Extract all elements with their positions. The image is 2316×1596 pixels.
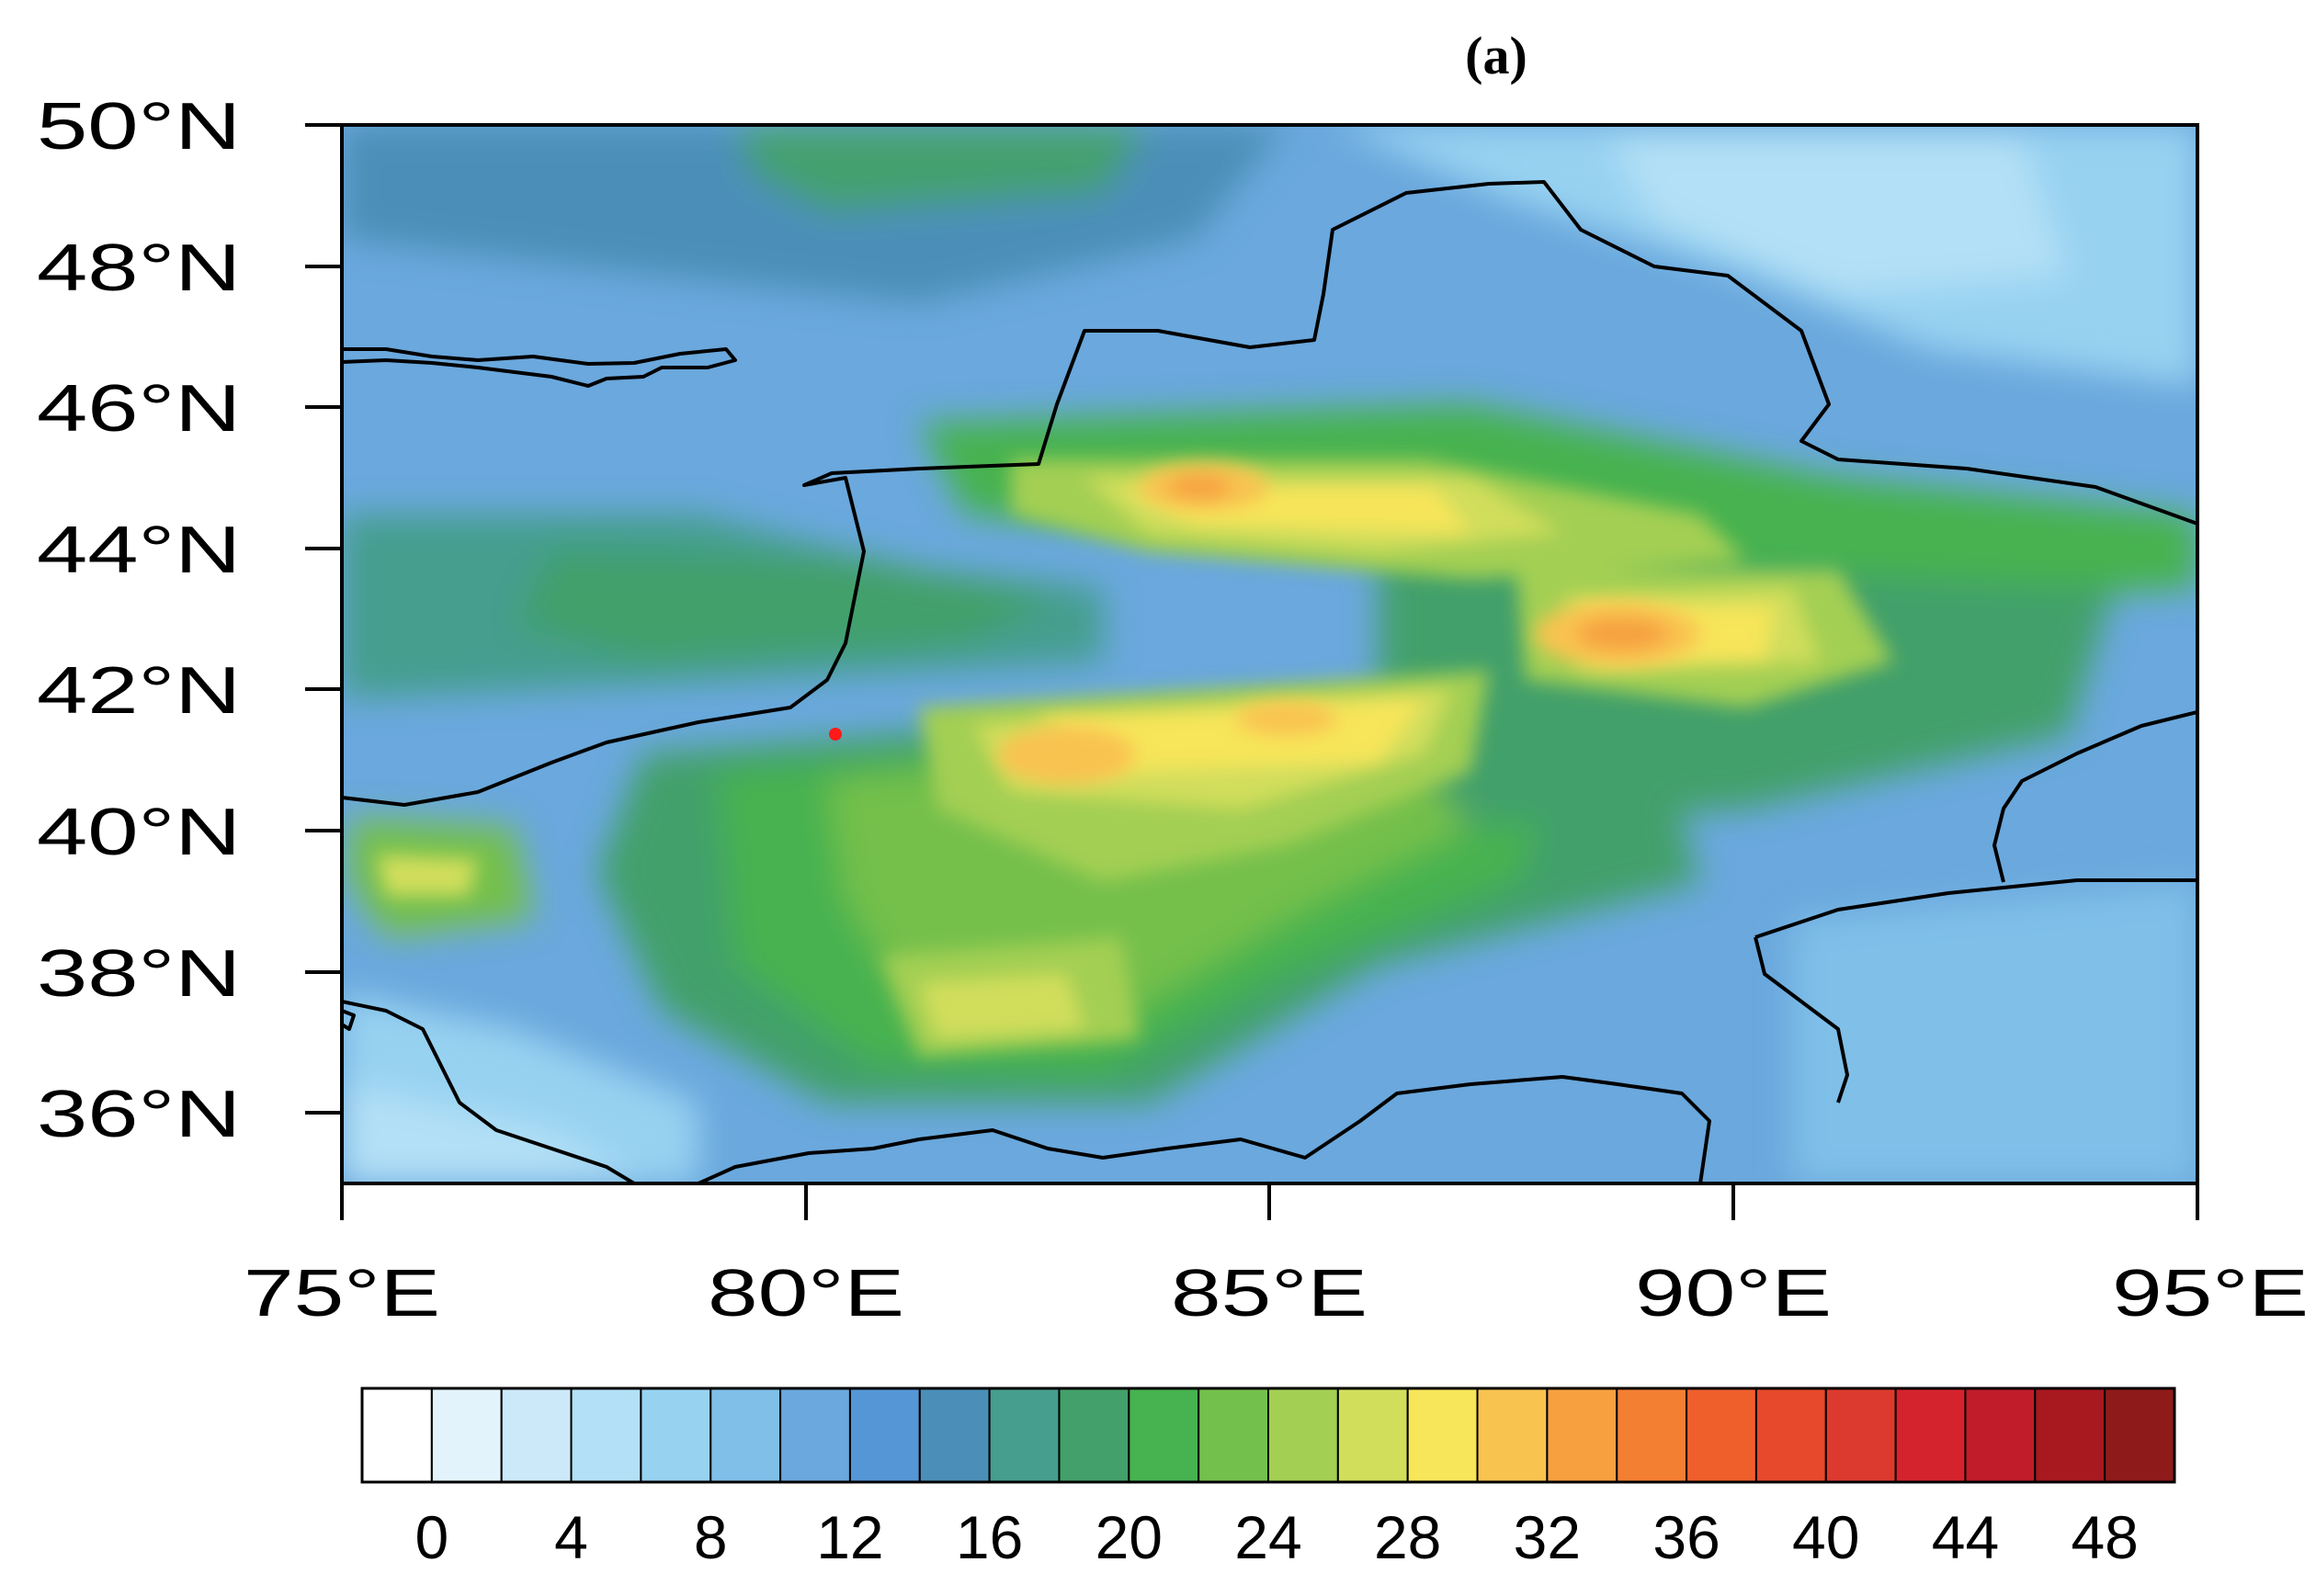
- colorbar-label: 0: [414, 1503, 448, 1571]
- lon-tick-label: 90°E: [1635, 1257, 1832, 1330]
- colorbar-swatch: [1336, 1387, 1409, 1483]
- colorbar-labels: 0 4 8 12 16 20 24 28 32 36 40 44 48: [414, 1503, 2138, 1571]
- lat-tick-label: 48°N: [37, 232, 241, 305]
- colorbar-swatch: [2104, 1387, 2175, 1483]
- lat-tick-label: 36°N: [37, 1078, 241, 1151]
- colorbar-swatch: [1406, 1387, 1479, 1483]
- site-marker: [829, 728, 842, 741]
- political-boundaries: [342, 180, 2197, 1183]
- colorbar-label: 4: [554, 1503, 588, 1571]
- colorbar-swatch: [918, 1387, 991, 1483]
- colorbar-swatch: [1686, 1387, 1757, 1483]
- panel-label: (a): [1465, 26, 1527, 85]
- colorbar-swatch: [640, 1387, 712, 1483]
- colorbar-swatch: [2034, 1387, 2106, 1483]
- colorbar-label: 8: [694, 1503, 728, 1571]
- colorbar-swatch: [1128, 1387, 1200, 1483]
- latitude-axis: 50°N 48°N 46°N 44°N 42°N 40°N 38°N 36°N: [37, 90, 241, 1151]
- lon-tick-label: 85°E: [1171, 1257, 1368, 1330]
- colorbar-swatch: [1267, 1387, 1339, 1483]
- colorbar-swatch: [1964, 1387, 2037, 1483]
- colorbar-label: 16: [956, 1503, 1023, 1571]
- colorbar-swatch: [1754, 1387, 1827, 1483]
- longitude-axis: 75°E 80°E 85°E 90°E 95°E: [244, 1257, 2309, 1330]
- colorbar-label: 40: [1792, 1503, 1859, 1571]
- colorbar-swatch: [430, 1387, 503, 1483]
- colorbar-swatch: [1546, 1387, 1618, 1483]
- lat-tick-label: 44°N: [37, 514, 241, 587]
- colorbar-swatch: [1476, 1387, 1549, 1483]
- lat-tick-label: 38°N: [37, 937, 241, 1011]
- lat-tick-label: 42°N: [37, 654, 241, 728]
- colorbar-swatch: [570, 1387, 642, 1483]
- colorbar-frame: [360, 1387, 2176, 1484]
- colorbar-swatch: [710, 1387, 782, 1483]
- lat-tick-label: 46°N: [37, 372, 241, 446]
- colorbar-swatch: [988, 1387, 1061, 1483]
- colorbar-label: 24: [1234, 1503, 1301, 1571]
- colorbar-swatch: [848, 1387, 921, 1483]
- lat-tick-label: 40°N: [37, 796, 241, 869]
- colorbar-swatch: [779, 1387, 851, 1483]
- lon-tick-label: 75°E: [244, 1257, 440, 1330]
- colorbar-label: 44: [1932, 1503, 1999, 1571]
- contour-field: [342, 125, 2197, 1183]
- colorbar-swatch: [1824, 1387, 1897, 1483]
- colorbar-label: 20: [1096, 1503, 1163, 1571]
- lon-tick-label: 80°E: [708, 1257, 904, 1330]
- colorbar-label: 36: [1652, 1503, 1720, 1571]
- colorbar-swatch: [361, 1387, 433, 1483]
- colorbar-swatch: [1894, 1387, 1967, 1483]
- colorbar-label: 28: [1374, 1503, 1441, 1571]
- colorbar-swatch: [1198, 1387, 1269, 1483]
- lat-tick-label: 50°N: [37, 90, 241, 164]
- lon-tick-label: 95°E: [2112, 1257, 2309, 1330]
- colorbar-swatch: [500, 1387, 573, 1483]
- colorbar-swatch: [1058, 1387, 1130, 1483]
- colorbar-swatch: [1616, 1387, 1688, 1483]
- colorbar-label: 32: [1514, 1503, 1581, 1571]
- colorbar-label: 12: [816, 1503, 883, 1571]
- colorbar-label: 48: [2071, 1503, 2138, 1571]
- colorbar: [360, 1387, 2176, 1484]
